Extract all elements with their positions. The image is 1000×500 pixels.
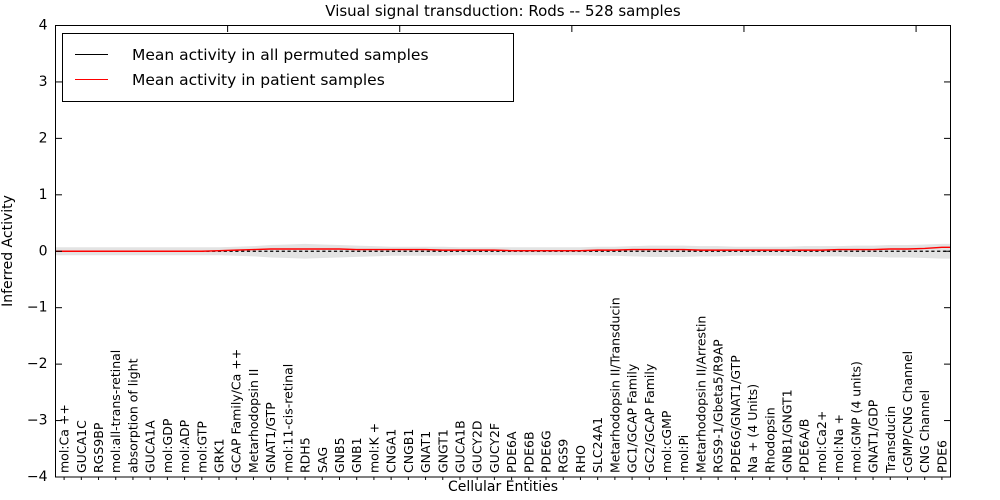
x-tick-label: SAG <box>315 447 330 473</box>
x-tick-label: GNB1/GNGT1 <box>779 389 794 473</box>
x-tick-label: Metarhodopsin II/Transducin <box>607 297 622 473</box>
x-tick-label: GNB5 <box>332 437 347 473</box>
x-tick-label: CNG Channel <box>917 390 932 473</box>
x-tick-label: SLC24A1 <box>590 417 605 473</box>
series-line-1 <box>55 246 951 252</box>
x-tick-label: GNB1 <box>349 437 364 473</box>
y-tick-label: −3 <box>27 413 48 429</box>
x-tick-label: PDE6G/GNAT1/GTP <box>728 355 743 473</box>
x-tick-label: mol:all-trans-retinal <box>108 350 123 473</box>
y-tick-label: 3 <box>39 74 48 90</box>
x-tick-label: absorption of light <box>125 358 140 473</box>
x-tick-label: Transducin <box>883 406 898 474</box>
x-tick-label: Rhodopsin <box>762 407 777 473</box>
x-tick-label: CNGB1 <box>401 429 416 473</box>
x-tick-label: GNAT1 <box>418 431 433 473</box>
x-tick-label: mol:GMP (4 units) <box>848 361 863 473</box>
x-tick-label: GUCY2D <box>470 420 485 473</box>
legend-line-swatch <box>75 54 108 55</box>
x-tick-label: mol:Ca ++ <box>57 404 72 473</box>
x-tick-label: cGMP/CNG Channel <box>900 351 915 473</box>
x-tick-label: GUCA1A <box>143 420 158 473</box>
x-tick-label: Metarhodopsin II/Arrestin <box>693 316 708 473</box>
x-tick-label: CNGA1 <box>384 429 399 473</box>
x-tick-label: RGS9-1/Gbeta5/R9AP <box>711 339 726 473</box>
x-tick-label: GNAT1/GDP <box>866 399 881 473</box>
x-tick-label: mol:Ca2+ <box>814 411 829 473</box>
x-tick-label: PDE6G <box>539 430 554 473</box>
x-tick-label: mol:ADP <box>177 419 192 473</box>
x-tick-label: mol:GTP <box>194 421 209 473</box>
y-axis-label: Inferred Activity <box>0 195 16 307</box>
legend-item-0: Mean activity in all permuted samples <box>75 42 503 67</box>
y-tick-label: 2 <box>39 130 48 146</box>
legend-item-1: Mean activity in patient samples <box>75 67 503 92</box>
x-tick-label: mol:cGMP <box>659 410 674 473</box>
x-tick-label: RGS9 <box>556 439 571 473</box>
x-tick-label: Metarhodopsin II <box>246 369 261 473</box>
x-tick-label: PDE6 <box>934 440 949 473</box>
x-tick-label: mol:Pi <box>676 435 691 473</box>
x-tick-label: RHO <box>573 445 588 473</box>
x-tick-label: RDH5 <box>298 437 313 473</box>
x-tick-label: mol:11-cis-retinal <box>280 364 295 473</box>
y-tick-label: −1 <box>27 300 48 316</box>
x-tick-label: GUCA1C <box>74 420 89 473</box>
x-tick-label: PDE6B <box>521 431 536 473</box>
x-tick-label: GUCA1B <box>452 420 467 473</box>
x-tick-label: mol:K + <box>366 423 381 473</box>
x-tick-label: RGS9BP <box>91 422 106 473</box>
y-tick-label: 0 <box>39 243 48 259</box>
chart-title: Visual signal transduction: Rods -- 528 … <box>325 2 681 20</box>
x-tick-label: GC1/GCAP Family <box>625 363 640 473</box>
x-tick-label: GNGT1 <box>435 429 450 473</box>
x-tick-label: GRK1 <box>212 438 227 473</box>
y-tick-label: −4 <box>27 469 48 485</box>
legend: Mean activity in all permuted samples Mea… <box>62 33 514 102</box>
y-tick-label: 1 <box>39 187 48 203</box>
x-tick-label: GC2/GCAP Family <box>642 363 657 473</box>
x-tick-label: GCAP Family/Ca ++ <box>229 349 244 473</box>
legend-item-label: Mean activity in all permuted samples <box>132 45 429 64</box>
y-tick-label: −2 <box>27 356 48 372</box>
x-tick-label: PDE6A/B <box>797 419 812 473</box>
y-tick-label: 4 <box>39 18 48 34</box>
x-tick-label: GNAT1/GTP <box>263 402 278 473</box>
x-tick-label: GUCY2F <box>487 423 502 473</box>
legend-line-swatch <box>75 79 108 80</box>
legend-item-label: Mean activity in patient samples <box>132 70 385 89</box>
x-tick-label: Na + (4 Units) <box>745 384 760 473</box>
x-tick-label: mol:GDP <box>160 418 175 473</box>
x-axis-label: Cellular Entities <box>447 479 559 495</box>
x-tick-label: mol:Na + <box>831 414 846 473</box>
x-tick-label: PDE6A <box>504 431 519 473</box>
